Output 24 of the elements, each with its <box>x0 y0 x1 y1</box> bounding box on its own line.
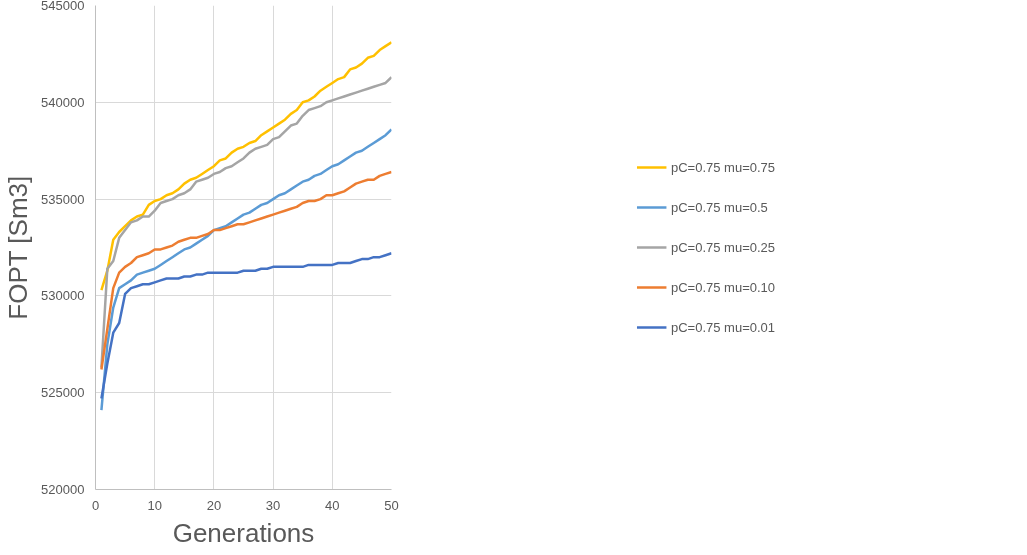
y-axis-title: FOPT [Sm3] <box>3 175 34 320</box>
legend-label: pC=0.75 mu=0.75 <box>670 159 776 175</box>
y-tick-label: 540000 <box>41 94 85 110</box>
x-tick-label: 0 <box>91 497 100 513</box>
line-series <box>100 128 392 412</box>
line-series <box>100 41 392 292</box>
x-tick-label: 30 <box>265 497 281 513</box>
x-tick-label: 40 <box>325 497 340 513</box>
x-tick-label: 50 <box>384 497 399 513</box>
y-tick-label: 525000 <box>41 385 85 401</box>
legend-label: pC=0.75 mu=0.5 <box>670 199 768 215</box>
line-series <box>100 170 392 371</box>
x-tick-label: 20 <box>206 497 222 513</box>
x-tick-label: 10 <box>147 497 162 513</box>
line-series <box>100 252 392 400</box>
legend-label: pC=0.75 mu=0.10 <box>670 279 776 295</box>
y-tick-label: 535000 <box>41 191 85 207</box>
legend-label: pC=0.75 mu=0.25 <box>670 239 776 255</box>
y-tick-label: 520000 <box>41 482 85 497</box>
legend-label: pC=0.75 mu=0.01 <box>670 319 776 335</box>
y-tick-label: 530000 <box>41 288 85 304</box>
y-tick-label: 545000 <box>41 0 85 13</box>
x-axis-title: Generations <box>172 517 315 548</box>
line-series <box>100 75 392 369</box>
